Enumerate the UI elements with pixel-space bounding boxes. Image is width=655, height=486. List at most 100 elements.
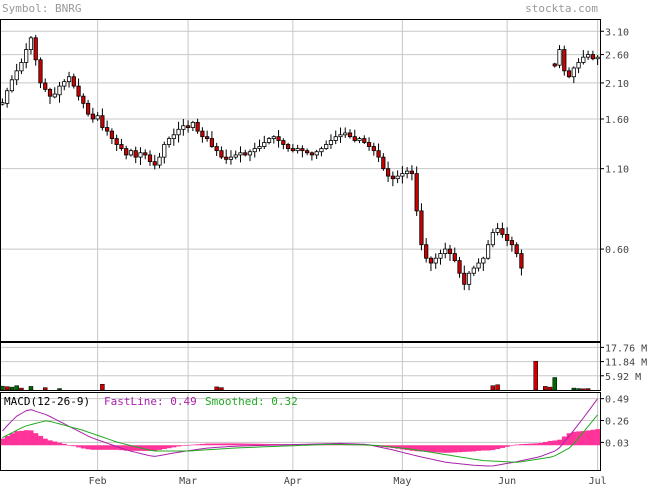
candle-body [447, 248, 453, 254]
candle-body [324, 144, 329, 149]
macd-histogram-bar [485, 445, 491, 451]
macd-histogram-bar [490, 445, 496, 451]
candle-body [328, 140, 334, 145]
price-tick-label: 2.10 [605, 79, 629, 90]
candle-body [271, 136, 276, 139]
candle-body [52, 93, 57, 98]
candle-body [200, 130, 205, 138]
candle-body [590, 54, 595, 60]
candle-body [319, 148, 324, 153]
candle-body [162, 144, 167, 158]
candle-body [262, 142, 267, 147]
candle-body [305, 150, 310, 154]
macd-histogram-bar [14, 431, 20, 446]
candle-body [214, 146, 219, 152]
candle-body [266, 138, 272, 143]
candle-body [595, 56, 600, 60]
candle-body [385, 168, 391, 177]
macd-histogram-bar [219, 443, 225, 446]
candle-body [505, 234, 510, 241]
panel-border [0, 342, 601, 391]
macd-histogram-bar [500, 445, 505, 448]
candle-body [190, 121, 195, 128]
volume-tick-label: 11.84 M [605, 358, 647, 369]
macd-histogram-bar [552, 440, 558, 446]
macd-histogram-bar [19, 430, 25, 446]
candle-body [414, 173, 419, 212]
price-tick-label: 3.10 [605, 27, 629, 38]
panel-border [0, 19, 601, 342]
macd-histogram-bar [123, 445, 129, 451]
macd-histogram-bar [33, 433, 39, 446]
macd-histogram-bar [261, 443, 267, 446]
volume-bar [585, 388, 591, 391]
macd-histogram-bar [109, 445, 115, 450]
candle-body [362, 138, 367, 143]
candle-body [443, 248, 448, 254]
macd-histogram-bar [419, 445, 425, 452]
candle-body [400, 173, 405, 177]
macd-histogram-bar [480, 445, 486, 451]
x-tick-label: Jun [498, 476, 516, 486]
candle-body [395, 175, 400, 180]
macd-histogram-bar [476, 445, 482, 451]
candle-body [147, 154, 153, 163]
macd-fast-line [2, 398, 599, 467]
candle-body [243, 152, 248, 156]
candle-body [452, 253, 457, 262]
volume-bar [533, 360, 538, 391]
macd-histogram-bar [128, 445, 134, 451]
macd-histogram-bar [542, 441, 548, 446]
macd-histogram-bar [176, 445, 182, 447]
macd-histogram-bar [0, 438, 5, 446]
volume-bar [552, 377, 558, 391]
volume-bar [490, 385, 496, 391]
candle-body [290, 148, 295, 152]
macd-histogram-bar [180, 445, 186, 446]
candle-body [33, 37, 38, 61]
macd-histogram-bar [200, 443, 205, 446]
macd-histogram-bar [590, 429, 596, 446]
macd-histogram-bar [400, 445, 405, 450]
macd-histogram-bar [595, 429, 601, 446]
macd-histogram-bar [471, 445, 477, 452]
volume-tick-label: 5.92 M [605, 372, 641, 383]
candle-body [462, 272, 467, 285]
brand-label: stockta.com [525, 2, 598, 15]
candle-body [228, 156, 234, 160]
price-tick-label: 2.60 [605, 51, 629, 62]
macd-histogram-bar [76, 445, 82, 448]
macd-histogram-bar [247, 443, 253, 446]
macd-histogram-bar [233, 443, 239, 446]
candle-body [552, 63, 557, 67]
candle-body [338, 134, 343, 138]
candle-body [76, 85, 81, 97]
candle-body [485, 244, 491, 259]
macd-histogram-bar [571, 431, 577, 446]
candle-body [38, 59, 43, 84]
volume-bar [495, 384, 500, 391]
x-tick-label: Jul [589, 476, 607, 486]
candle-body [381, 156, 386, 170]
macd-histogram-bar [100, 445, 105, 450]
candle-body [247, 151, 253, 156]
macd-histogram-bar [442, 445, 448, 453]
macd-tick-label: 0.49 [605, 395, 629, 406]
candle-body [509, 240, 515, 246]
candle-body [152, 161, 157, 166]
candle-body [585, 54, 591, 58]
macd-histogram-bar [85, 445, 91, 450]
volume-bar [9, 386, 15, 391]
macd-histogram-bar [252, 443, 258, 446]
macd-histogram-bar [447, 445, 453, 453]
macd-fastline-label: FastLine: 0.49 [104, 395, 197, 408]
candle-body [438, 253, 443, 259]
axes: Feb Mar Apr May Jun Jul 3.10 2.60 2.10 1.60 1.10 0.… [0, 19, 647, 486]
candle-body [71, 76, 76, 87]
candle-body [371, 146, 376, 152]
macd-histogram-bar [266, 443, 272, 446]
macd-histogram-bar [52, 441, 58, 446]
candle-body [466, 272, 472, 285]
candle-body [309, 152, 315, 156]
candle-body [114, 138, 119, 145]
